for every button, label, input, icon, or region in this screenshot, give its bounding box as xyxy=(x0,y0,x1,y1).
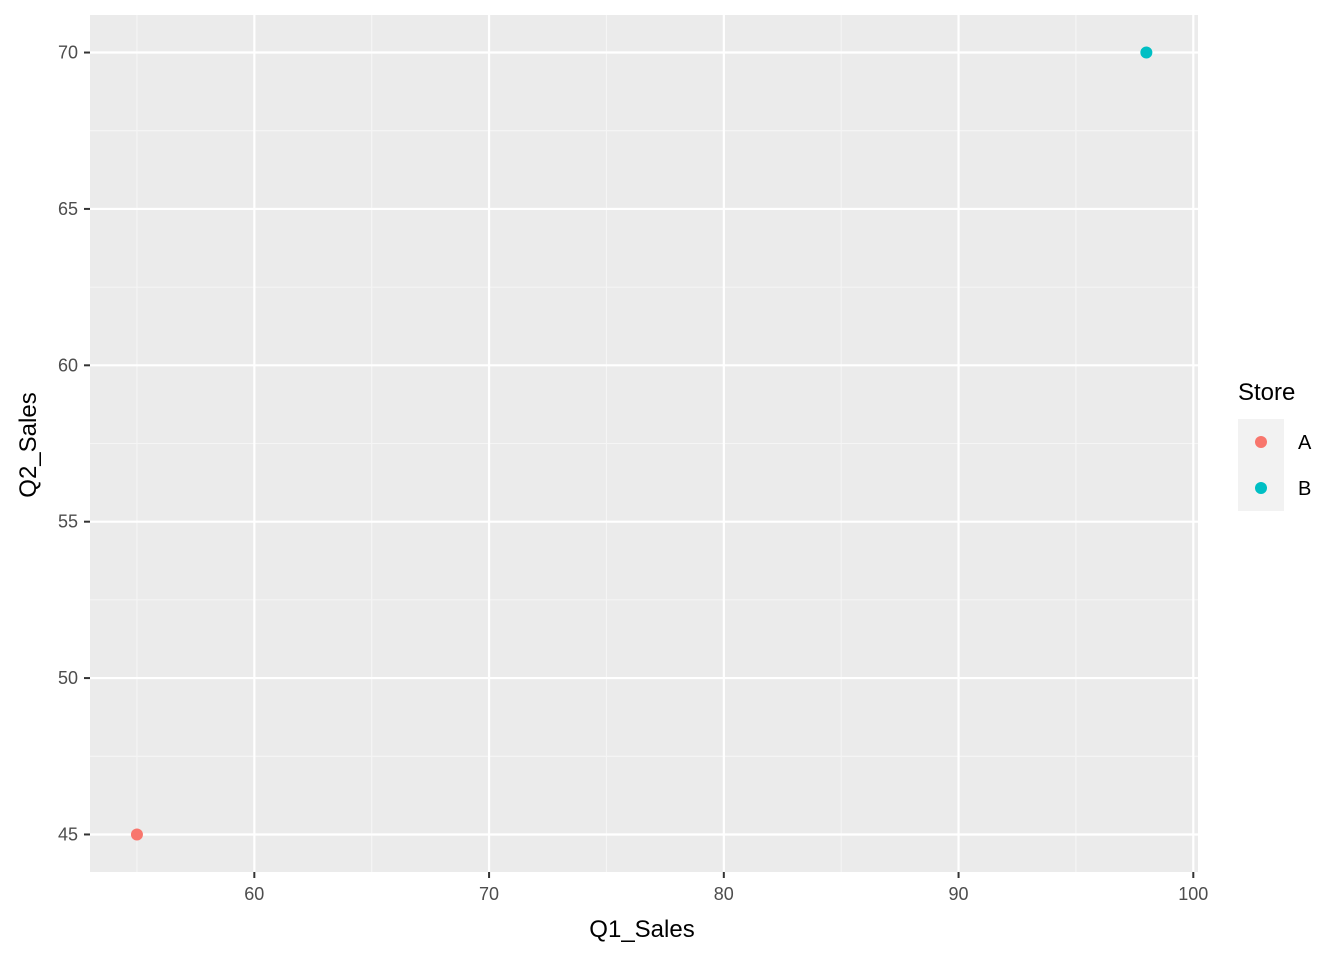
legend: Store A B xyxy=(1238,379,1312,511)
minor-gridlines xyxy=(90,15,1198,872)
x-axis-title: Q1_Sales xyxy=(589,916,694,943)
data-points xyxy=(130,46,1153,841)
data-point-A xyxy=(130,828,143,841)
x-tick-label: 80 xyxy=(714,884,734,904)
y-tick-label: 70 xyxy=(58,43,78,63)
y-tick-label: 55 xyxy=(58,512,78,532)
legend-label-B: B xyxy=(1298,478,1311,500)
y-tick-label: 60 xyxy=(58,355,78,375)
legend-key-B xyxy=(1255,482,1267,494)
y-tick-label: 45 xyxy=(58,824,78,844)
legend-label-A: A xyxy=(1298,432,1312,454)
data-point-B xyxy=(1140,46,1153,59)
x-tick-label: 70 xyxy=(479,884,499,904)
x-tick-label: 60 xyxy=(244,884,264,904)
legend-title: Store xyxy=(1238,379,1295,406)
y-tick-label: 50 xyxy=(58,668,78,688)
legend-key-A xyxy=(1255,436,1267,448)
y-axis-title: Q2_Sales xyxy=(15,392,42,497)
y-tick-label: 65 xyxy=(58,199,78,219)
y-axis: 45 50 55 60 65 70 xyxy=(58,43,90,844)
x-tick-label: 100 xyxy=(1178,884,1208,904)
major-gridlines xyxy=(90,15,1198,872)
x-tick-label: 90 xyxy=(949,884,969,904)
x-axis: 60 70 80 90 100 xyxy=(244,872,1208,904)
